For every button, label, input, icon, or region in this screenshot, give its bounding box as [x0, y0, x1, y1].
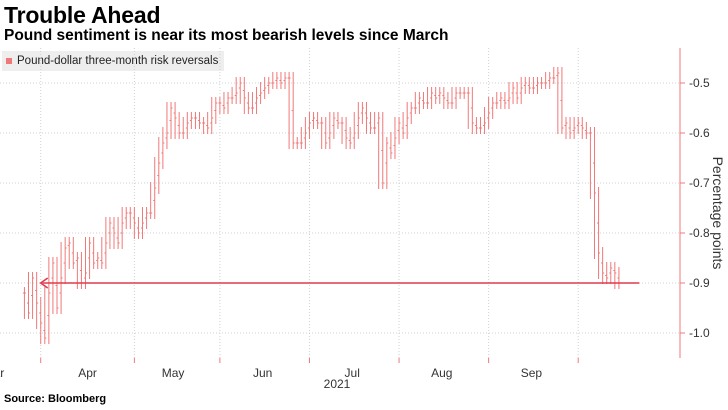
- annotation-arrow: [39, 277, 640, 289]
- y-tick-label: -0.9: [689, 276, 710, 290]
- grid-lines: [0, 48, 680, 358]
- x-tick-label: Aug: [431, 366, 452, 380]
- y-tick-label: -0.7: [689, 176, 710, 190]
- x-tick-label: May: [162, 366, 185, 380]
- axes: -0.5 -0.6 -0.7 -0.8 -0.9 -1.0 Mar Apr May Jun Jul A…: [0, 48, 710, 380]
- y-tick-label: -0.6: [689, 126, 710, 140]
- y-tick-label: -0.5: [689, 76, 710, 90]
- source-note: Source: Bloomberg: [4, 393, 107, 405]
- x-tick-label: Apr: [78, 366, 97, 380]
- x-tick-label: Jun: [253, 366, 272, 380]
- chart-legend: Pound-dollar three-month risk reversals: [2, 51, 225, 71]
- y-tick-label: -0.8: [689, 226, 710, 240]
- legend-swatch: [6, 58, 12, 64]
- arrow-head: [39, 277, 49, 289]
- legend-label: Pound-dollar three-month risk reversals: [17, 55, 219, 67]
- x-tick-label: Sep: [521, 366, 543, 380]
- y-axis-label: Percentage points: [710, 157, 726, 270]
- x-tick-label: Mar: [0, 366, 4, 380]
- chart-title: Trouble Ahead: [4, 2, 161, 28]
- y-tick-label: -1.0: [689, 326, 710, 340]
- chart-subtitle: Pound sentiment is near its most bearish…: [4, 27, 449, 44]
- series-risk-reversals: [22, 67, 621, 344]
- x-axis-year-label: 2021: [324, 377, 351, 391]
- x-tick-label: Jul: [345, 366, 360, 380]
